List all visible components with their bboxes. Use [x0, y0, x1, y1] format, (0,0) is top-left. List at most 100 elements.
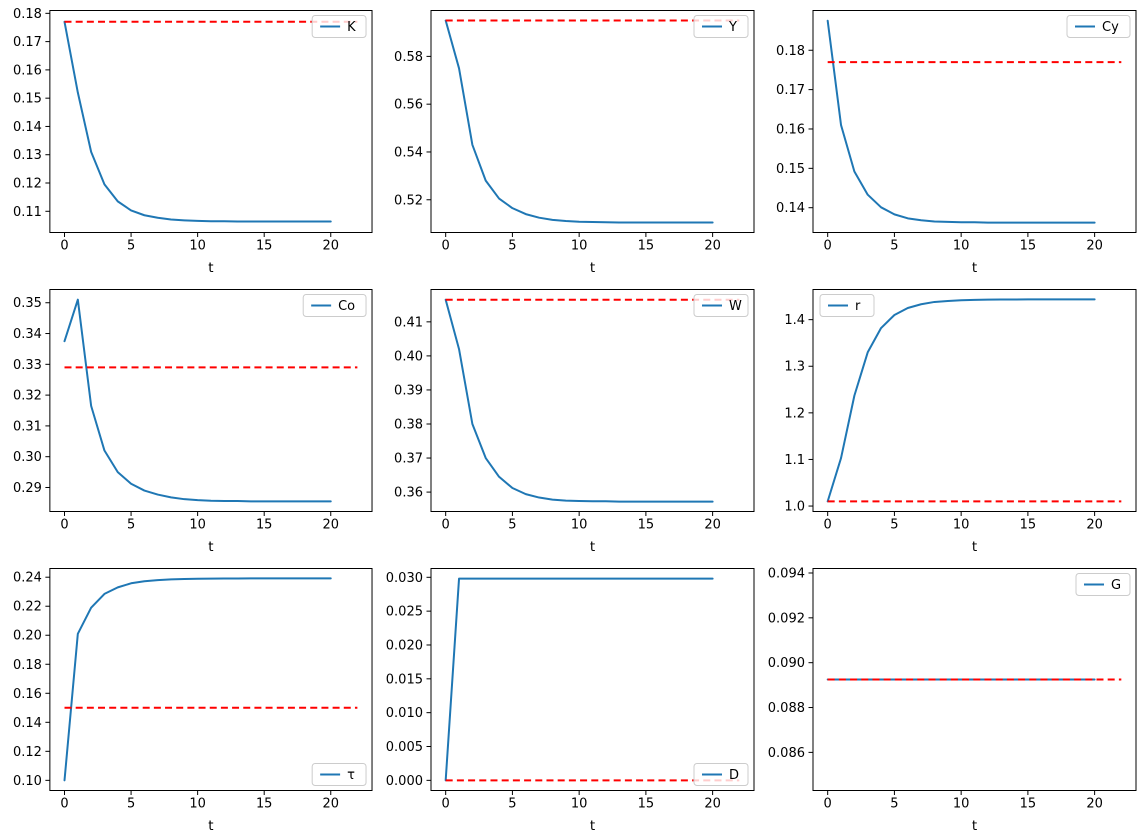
x-tick-label: 15 [1020, 239, 1037, 254]
y-tick-label: 0.35 [13, 296, 42, 311]
y-tick-label: 1.3 [784, 360, 805, 375]
legend-Co: Co [302, 294, 367, 317]
y-tick-label: 1.2 [784, 406, 805, 421]
x-tick-label: 20 [323, 238, 339, 253]
legend-τ: τ [311, 763, 367, 786]
y-tick-label: 0.092 [768, 611, 805, 626]
subplot-G: 0 5 10 15 20 0.086 0.088 0.090 0.092 0.094 t G [763, 558, 1145, 837]
legend-r: r [819, 294, 875, 317]
series-line-Y [444, 19, 714, 224]
x-tick-label: 10 [953, 518, 970, 533]
x-tick-label: 0 [60, 517, 68, 532]
axes-spines [430, 10, 755, 233]
x-tick-label: 5 [890, 518, 898, 533]
legend-K: K [311, 15, 367, 38]
x-tick-label: 0 [824, 797, 832, 812]
x-tick-label: 20 [323, 796, 339, 811]
x-tick-label: 15 [638, 797, 655, 812]
y-tick-label: 0.24 [13, 571, 42, 586]
y-tick-label: 0.20 [13, 629, 42, 644]
y-tick-label: 0.37 [394, 452, 423, 467]
x-tick-label: 0 [60, 238, 68, 253]
x-tick-label: 15 [256, 517, 272, 532]
x-tick-label: 10 [571, 518, 588, 533]
axes-spines [812, 289, 1137, 512]
x-tick-label: 10 [571, 797, 588, 812]
y-tick-label: 0.025 [386, 605, 423, 620]
y-tick-label: 0.17 [776, 83, 805, 98]
y-tick-label: 0.086 [768, 746, 805, 761]
x-tick-label: 5 [127, 796, 135, 811]
plot-background [381, 279, 763, 558]
x-axis-label: t [208, 260, 213, 276]
x-tick-label: 20 [1086, 518, 1103, 533]
x-tick-label: 10 [953, 797, 970, 812]
x-axis-label: t [208, 539, 213, 555]
x-tick-label: 15 [1020, 797, 1037, 812]
axes-spines [49, 289, 373, 512]
x-tick-label: 20 [704, 518, 721, 533]
y-tick-label: 0.020 [386, 638, 423, 653]
x-axis-label: t [972, 539, 977, 555]
plot-background [381, 0, 763, 279]
x-tick-label: 15 [638, 518, 655, 533]
x-axis-label: t [208, 818, 213, 834]
legend-G: G [1075, 573, 1131, 596]
subplot-K: 0 5 10 15 20 0.11 0.12 0.13 0.14 0.15 0.16 0.17 0.18… [0, 0, 381, 279]
plot-background [381, 558, 763, 837]
plot-background [0, 558, 381, 837]
x-tick-label: 15 [256, 796, 272, 811]
legend-W: W [693, 294, 749, 317]
subplot-W: 0 5 10 15 20 0.36 0.37 0.38 0.39 0.40 0.41 t W [381, 279, 763, 558]
y-tick-label: 0.12 [13, 176, 42, 191]
x-tick-label: 0 [442, 518, 450, 533]
x-tick-label: 10 [189, 796, 205, 811]
y-tick-label: 0.38 [394, 417, 423, 432]
series-line-W [444, 298, 714, 503]
y-tick-label: 0.14 [776, 201, 805, 216]
x-tick-label: 20 [704, 239, 721, 254]
legend-label: Co [338, 299, 355, 314]
y-tick-label: 0.58 [394, 50, 423, 65]
legend-label: D [729, 768, 739, 783]
series-line-r [826, 298, 1096, 503]
y-tick-label: 1.4 [784, 313, 805, 328]
x-tick-label: 10 [189, 238, 205, 253]
subplot-τ: 0 5 10 15 20 0.10 0.12 0.14 0.16 0.18 0.20 0.22 0.24… [0, 558, 381, 837]
y-tick-label: 0.015 [386, 672, 423, 687]
subplot-r: 0 5 10 15 20 1.0 1.1 1.2 1.3 1.4 t r [763, 279, 1145, 558]
x-axis-label: t [590, 539, 595, 555]
y-tick-label: 0.16 [776, 122, 805, 137]
axes-spines [49, 10, 373, 233]
y-tick-label: 0.36 [394, 486, 423, 501]
y-tick-label: 0.56 [394, 98, 423, 113]
y-tick-label: 0.18 [776, 44, 805, 59]
y-tick-label: 0.29 [13, 481, 42, 496]
x-tick-label: 5 [127, 517, 135, 532]
x-tick-label: 0 [824, 239, 832, 254]
legend-Cy: Cy [1066, 15, 1131, 38]
y-tick-label: 0.11 [13, 205, 42, 220]
x-tick-label: 5 [890, 797, 898, 812]
x-tick-label: 0 [824, 518, 832, 533]
y-tick-label: 0.17 [13, 35, 42, 50]
y-tick-label: 0.14 [13, 120, 42, 135]
y-tick-label: 0.005 [386, 740, 423, 755]
y-tick-label: 0.18 [13, 7, 42, 22]
x-tick-label: 0 [60, 796, 68, 811]
y-tick-label: 0.33 [13, 358, 42, 373]
y-tick-label: 0.12 [13, 745, 42, 760]
y-tick-label: 0.31 [13, 419, 42, 434]
legend-label: τ [347, 768, 355, 783]
legend-box [302, 294, 367, 317]
axes-spines [49, 568, 373, 791]
subplot-Co: 0 5 10 15 20 0.29 0.30 0.31 0.32 0.33 0.34 0.35 t Co [0, 279, 381, 558]
y-tick-label: 1.1 [784, 453, 805, 468]
axes-spines [430, 289, 755, 512]
x-tick-label: 10 [953, 239, 970, 254]
legend-box [1066, 15, 1131, 38]
x-tick-label: 5 [508, 518, 516, 533]
y-tick-label: 0.30 [13, 450, 42, 465]
x-tick-label: 20 [323, 517, 339, 532]
